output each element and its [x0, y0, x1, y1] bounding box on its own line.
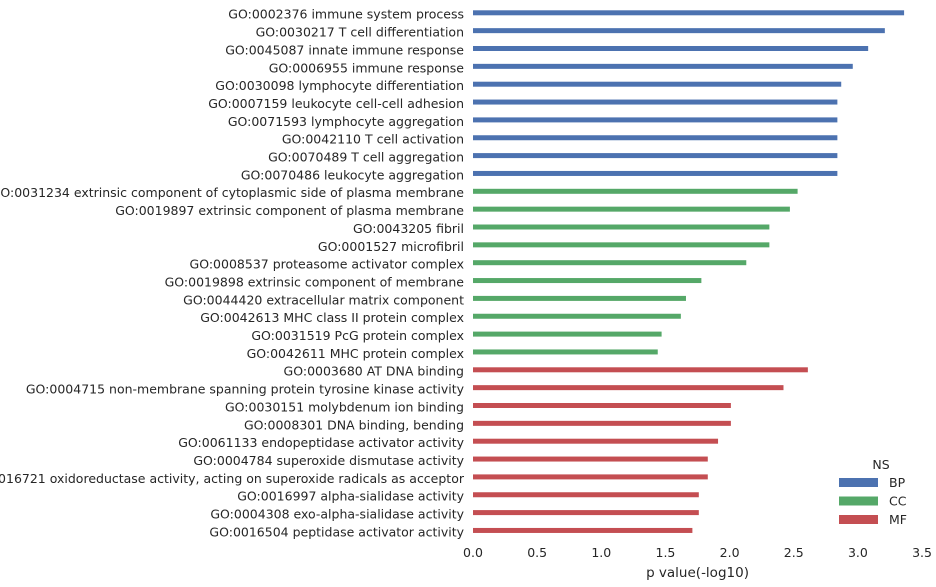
bar-6	[473, 99, 838, 105]
bar-13	[473, 224, 770, 230]
x-tick-label: 2.5	[784, 545, 804, 560]
category-label: GO:0031234 extrinsic component of cytopl…	[0, 185, 464, 200]
category-label: GO:0043205 fibril	[353, 221, 464, 236]
legend-items: BP CC MF	[839, 475, 907, 527]
bar-9	[473, 153, 838, 159]
bar-8	[473, 135, 838, 141]
category-label: GO:0042613 MHC class II protein complex	[200, 310, 464, 325]
category-label: GO:0001527 microfibril	[318, 239, 464, 254]
bar-27	[473, 474, 708, 480]
category-label: GO:0016504 peptidase activator activity	[209, 524, 464, 539]
category-label: GO:0019897 extrinsic component of plasma…	[115, 203, 464, 218]
legend-label: CC	[889, 494, 907, 509]
category-label: GO:0030098 lymphocyte differentiation	[215, 78, 464, 93]
legend-swatch	[839, 496, 878, 506]
x-axis-ticks: 0.0 0.5 1.0 1.5 2.0 2.5 3.0 3.5	[463, 545, 932, 560]
bar-3	[473, 46, 869, 51]
bar-4	[473, 63, 853, 69]
category-label: GO:0042110 T cell activation	[282, 132, 464, 147]
bar-21	[473, 367, 808, 373]
category-label: GO:0016997 alpha-sialidase activity	[237, 489, 464, 504]
bar-16	[473, 278, 702, 284]
category-label: GO:0002376 immune system process	[228, 7, 464, 22]
x-tick-label: 0.5	[527, 545, 547, 560]
x-tick-label: 1.5	[656, 545, 676, 560]
bar-19	[473, 331, 662, 337]
category-label: GO:0003680 AT DNA binding	[284, 364, 464, 379]
category-label: GO:0070486 leukocyte aggregation	[241, 167, 464, 182]
bars-layer	[473, 10, 905, 533]
x-tick-label: 1.0	[591, 545, 611, 560]
bar-24	[473, 420, 731, 426]
bar-20	[473, 349, 658, 355]
bar-7	[473, 117, 838, 123]
category-label: GO:0004308 exo-alpha-sialidase activity	[210, 507, 464, 522]
bar-22	[473, 385, 784, 391]
legend-label: MF	[889, 512, 907, 527]
bar-17	[473, 295, 686, 301]
category-label: GO:0030217 T cell differentiation	[256, 25, 464, 40]
legend-swatch	[839, 478, 878, 487]
bar-15	[473, 260, 747, 266]
category-label: GO:0007159 leukocyte cell-cell adhesion	[208, 96, 464, 111]
category-label: GO:0030151 molybdenum ion binding	[225, 399, 464, 414]
x-tick-label: 3.0	[848, 545, 868, 560]
category-label: GO:0019898 extrinsic component of membra…	[165, 274, 465, 289]
x-tick-label: 3.5	[912, 545, 932, 560]
bar-5	[473, 81, 842, 87]
x-axis-title: p value(-log10)	[646, 565, 749, 581]
category-label: GO:0008537 proteasome activator complex	[190, 257, 464, 272]
bar-29	[473, 510, 699, 516]
bar-25	[473, 438, 719, 444]
bar-11	[473, 188, 798, 194]
legend: NS BP CC MF	[839, 457, 907, 527]
category-label: GO:0061133 endopeptidase activator activ…	[178, 435, 464, 450]
bar-12	[473, 206, 790, 212]
category-label: GO:0045087 innate immune response	[225, 42, 464, 57]
bar-10	[473, 170, 838, 176]
bar-14	[473, 242, 770, 248]
x-tick-label: 0.0	[463, 545, 483, 560]
bar-30	[473, 527, 693, 533]
bar-1	[473, 10, 905, 16]
category-label: GO:0044420 extracellular matrix componen…	[183, 292, 464, 307]
category-label: GO:0008301 DNA binding, bending	[244, 417, 464, 432]
legend-label: BP	[889, 475, 906, 490]
category-label: GO:0016721 oxidoreductase activity, acti…	[0, 471, 465, 486]
category-label: GO:0042611 MHC protein complex	[247, 346, 464, 361]
category-label: GO:0031519 PcG protein complex	[251, 328, 464, 343]
category-labels: GO:0002376 immune system process GO:00302…	[0, 7, 465, 540]
bar-18	[473, 313, 681, 319]
bar-2	[473, 28, 885, 34]
category-label: GO:0004715 non-membrane spanning protein…	[26, 382, 465, 397]
bar-26	[473, 456, 708, 462]
legend-swatch	[839, 515, 878, 524]
category-label: GO:0071593 lymphocyte aggregation	[228, 114, 464, 129]
category-label: GO:0070489 T cell aggregation	[268, 150, 464, 165]
bar-28	[473, 492, 699, 498]
category-label: GO:0004784 superoxide dismutase activity	[193, 453, 464, 468]
x-tick-label: 2.0	[720, 545, 740, 560]
legend-title: NS	[872, 457, 889, 472]
category-label: GO:0006955 immune response	[269, 60, 465, 75]
bar-23	[473, 403, 731, 408]
